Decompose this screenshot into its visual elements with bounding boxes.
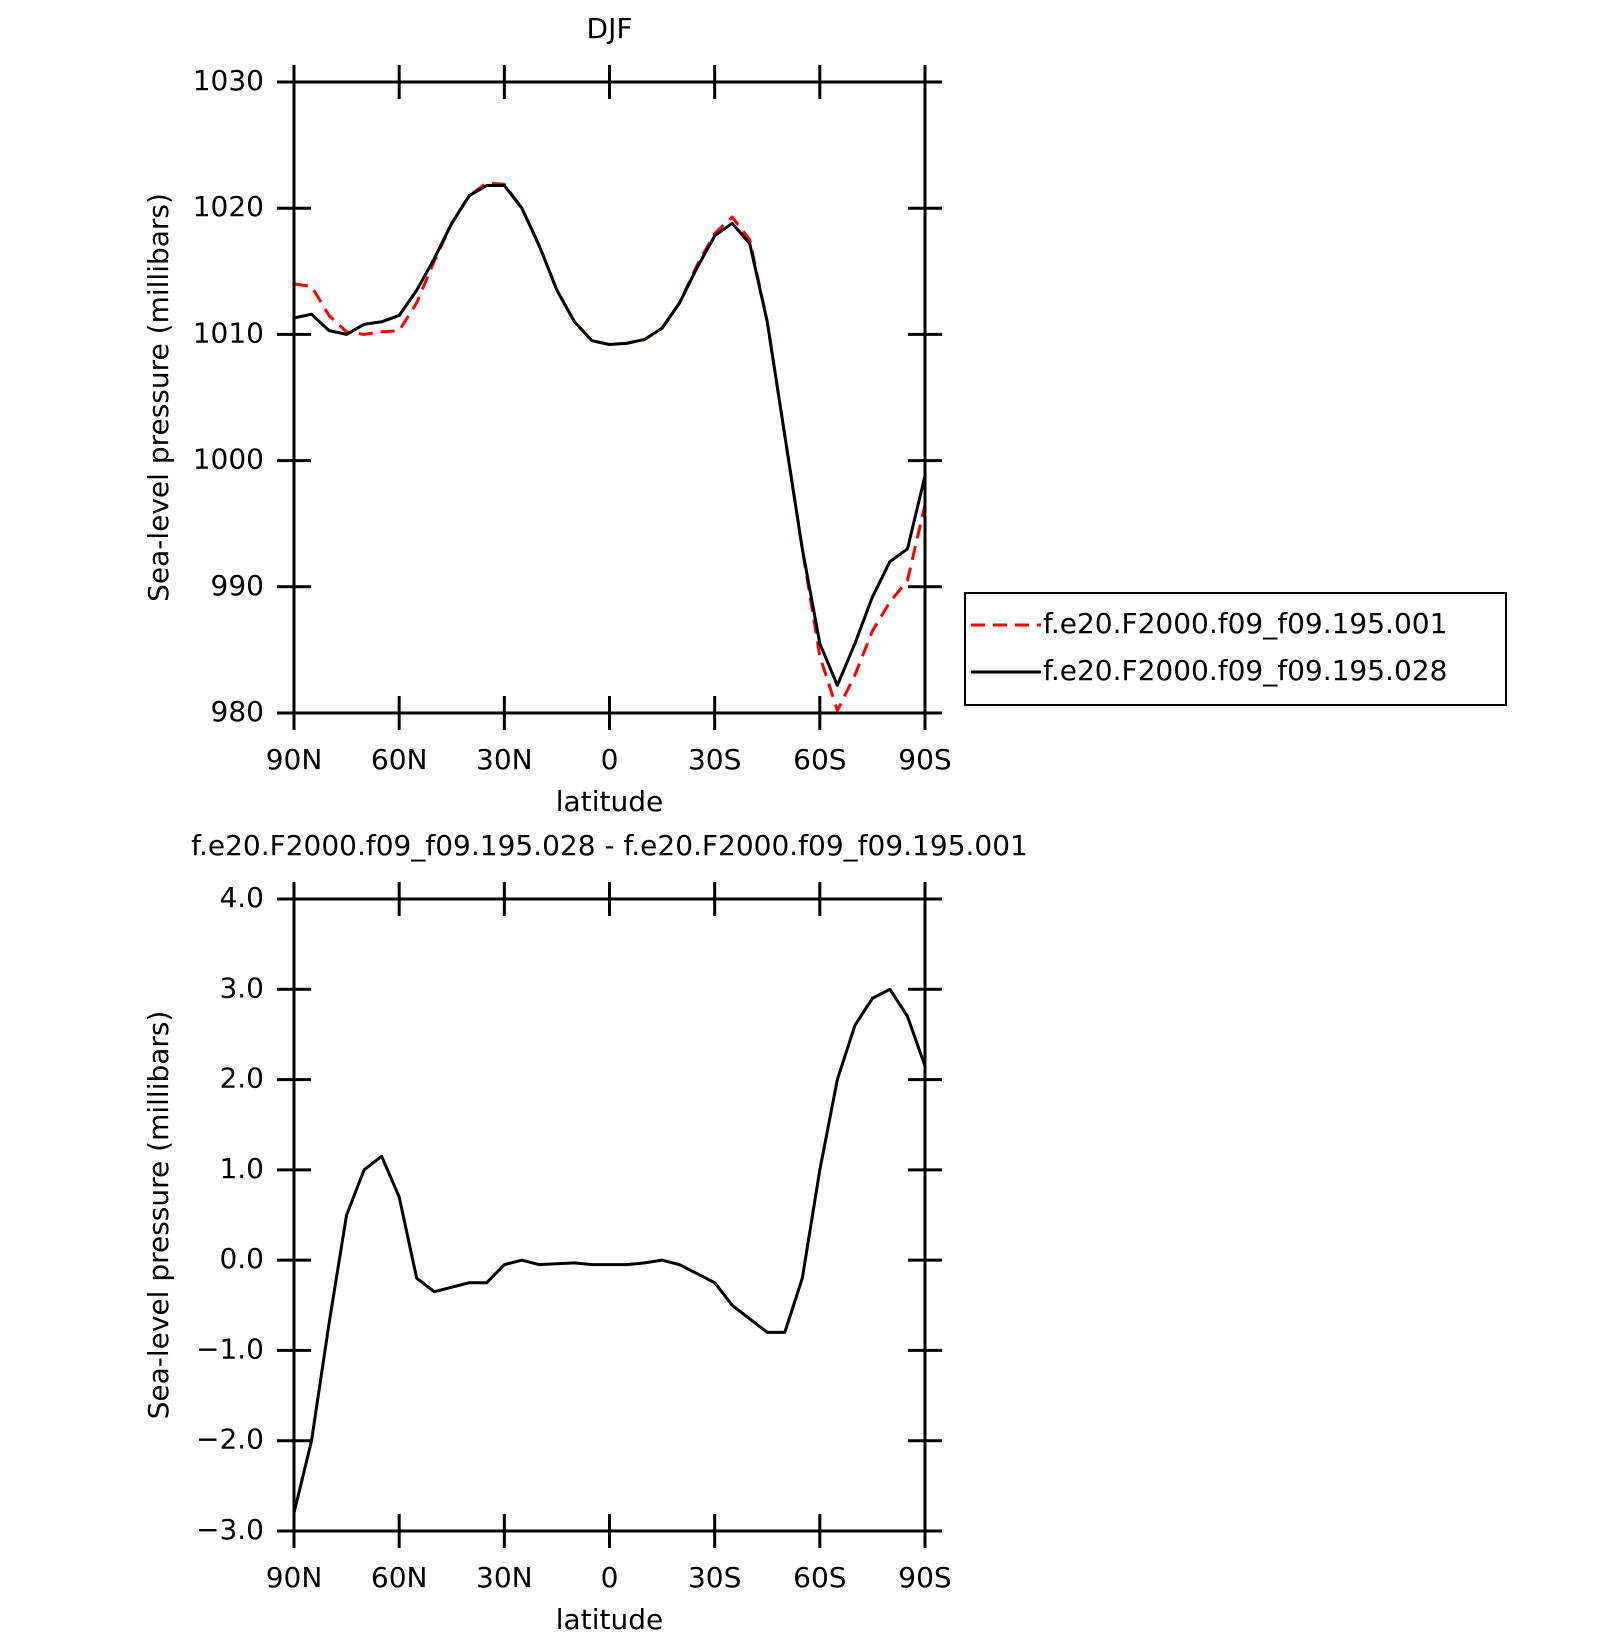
x-tick-label: 90S bbox=[898, 743, 951, 776]
x-tick-label: 60N bbox=[371, 743, 428, 776]
x-tick-label: 0 bbox=[601, 743, 619, 776]
x-tick-label: 90N bbox=[266, 743, 323, 776]
legend-label: f.e20.F2000.f09_f09.195.028 bbox=[1043, 654, 1447, 687]
x-tick-label: 90S bbox=[898, 1561, 951, 1594]
y-tick-label: 0.0 bbox=[219, 1242, 264, 1275]
y-tick-label: 990 bbox=[211, 569, 264, 602]
y-tick-label: 1.0 bbox=[219, 1152, 264, 1185]
y-tick-label: 1020 bbox=[193, 190, 264, 223]
y-tick-label: −2.0 bbox=[196, 1423, 264, 1456]
series-line bbox=[293, 183, 927, 687]
chart-title: DJF bbox=[587, 12, 633, 45]
y-tick-label: 1000 bbox=[193, 443, 264, 476]
y-tick-label: 1010 bbox=[193, 316, 264, 349]
x-tick-label: 30N bbox=[476, 743, 533, 776]
x-tick-label: 30S bbox=[688, 1561, 741, 1594]
legend-box bbox=[964, 592, 1507, 706]
legend-label: f.e20.F2000.f09_f09.195.001 bbox=[1043, 607, 1447, 640]
series-line bbox=[293, 181, 927, 712]
y-tick-label: −1.0 bbox=[196, 1332, 264, 1365]
x-tick-label: 60S bbox=[793, 743, 846, 776]
chart-title: f.e20.F2000.f09_f09.195.028 - f.e20.F200… bbox=[191, 829, 1028, 862]
y-tick-label: 1030 bbox=[193, 64, 264, 97]
y-tick-label: 3.0 bbox=[219, 971, 264, 1004]
x-tick-label: 60N bbox=[371, 1561, 428, 1594]
x-tick-label: 30S bbox=[688, 743, 741, 776]
x-tick-label: 90N bbox=[266, 1561, 323, 1594]
x-tick-label: 60S bbox=[793, 1561, 846, 1594]
y-axis-label: Sea-level pressure (millibars) bbox=[142, 1011, 175, 1420]
plot-frame bbox=[292, 897, 927, 1533]
plot-frame bbox=[292, 80, 927, 715]
series-line bbox=[292, 987, 927, 1514]
x-tick-label: 0 bbox=[601, 1561, 619, 1594]
y-tick-label: 980 bbox=[211, 695, 264, 728]
x-axis-label: latitude bbox=[556, 1603, 663, 1635]
x-axis-label: latitude bbox=[556, 785, 663, 818]
y-tick-label: −3.0 bbox=[196, 1513, 264, 1546]
y-axis-label: Sea-level pressure (millibars) bbox=[142, 193, 175, 602]
x-tick-label: 30N bbox=[476, 1561, 533, 1594]
y-tick-label: 4.0 bbox=[219, 881, 264, 914]
y-tick-label: 2.0 bbox=[219, 1062, 264, 1095]
